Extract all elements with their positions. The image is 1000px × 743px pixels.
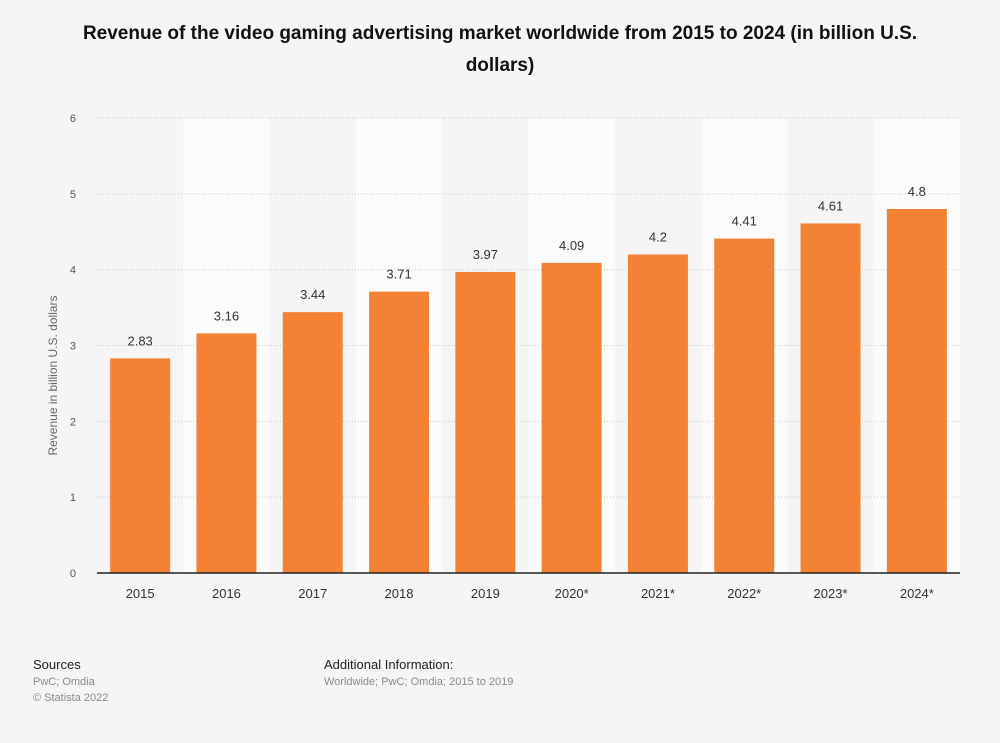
- sources-block: Sources PwC; Omdia © Statista 2022: [33, 657, 108, 706]
- sources-text[interactable]: PwC; Omdia: [33, 676, 95, 688]
- bar-2019[interactable]: [455, 271, 516, 573]
- additional-info-text: Worldwide; PwC; Omdia; 2015 to 2019: [324, 676, 514, 688]
- y-tick-label: 1: [70, 492, 76, 504]
- x-tick-label: 2020*: [555, 586, 589, 601]
- x-tick-label: 2019: [471, 586, 500, 601]
- x-tick-label: 2016: [212, 586, 241, 601]
- bar-2020*[interactable]: [541, 262, 602, 573]
- bar-2021*[interactable]: [627, 254, 688, 574]
- bar-2024*[interactable]: [886, 209, 947, 573]
- data-label: 4.8: [908, 184, 926, 199]
- additional-info-heading: Additional Information:: [324, 657, 454, 672]
- y-tick-label: 5: [70, 189, 76, 201]
- x-tick-label: 2022*: [727, 586, 761, 601]
- x-tick-label: 2018: [385, 586, 414, 601]
- chart-title: Revenue of the video gaming advertising …: [82, 23, 918, 76]
- bar-2018[interactable]: [369, 291, 430, 573]
- additional-info-block: Additional Information: Worldwide; PwC; …: [324, 657, 513, 690]
- y-tick-label: 6: [70, 113, 76, 125]
- data-label: 4.41: [732, 214, 757, 229]
- bar-2015[interactable]: [110, 358, 171, 573]
- x-tick-label: 2024*: [900, 586, 934, 601]
- data-label: 4.61: [818, 198, 843, 213]
- x-tick-label: 2015: [126, 586, 155, 601]
- data-label: 2.83: [127, 333, 152, 348]
- data-label: 4.2: [649, 230, 667, 245]
- y-tick-label: 4: [70, 265, 76, 277]
- bar-2022*[interactable]: [714, 238, 775, 573]
- data-label: 3.97: [473, 247, 498, 262]
- bar-2016[interactable]: [196, 333, 257, 573]
- bar-2023*[interactable]: [800, 223, 861, 574]
- copyright-text[interactable]: © Statista 2022: [33, 692, 109, 704]
- y-tick-label: 3: [70, 341, 76, 353]
- data-label: 3.71: [386, 267, 411, 282]
- sources-heading: Sources: [33, 657, 81, 672]
- data-label: 4.09: [559, 238, 584, 253]
- data-label: 3.44: [300, 287, 325, 302]
- data-label: 3.16: [214, 308, 239, 323]
- x-tick-label: 2023*: [814, 586, 848, 601]
- y-axis-label: Revenue in billion U.S. dollars: [46, 295, 60, 455]
- bar-2017[interactable]: [282, 312, 343, 573]
- y-tick-label: 2: [70, 416, 76, 428]
- x-tick-label: 2017: [298, 586, 327, 601]
- y-tick-label: 0: [70, 568, 76, 580]
- x-tick-label: 2021*: [641, 586, 675, 601]
